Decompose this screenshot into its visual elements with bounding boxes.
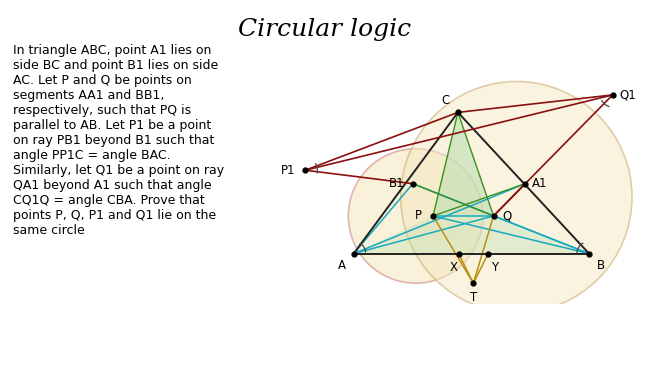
Polygon shape [354,216,589,254]
Text: C: C [442,94,450,107]
Text: B: B [597,259,605,272]
Text: Q1: Q1 [619,89,636,101]
Text: P1: P1 [281,164,295,177]
Text: T: T [470,291,477,305]
Text: Y: Y [491,261,499,273]
Text: In triangle ABC, point A1 lies on
side BC and point B1 lies on side
AC. Let P an: In triangle ABC, point A1 lies on side B… [13,44,224,237]
Text: X: X [449,261,457,273]
Circle shape [348,149,483,283]
Polygon shape [433,112,493,216]
Text: B1: B1 [389,177,404,190]
Text: A1: A1 [532,177,548,190]
Text: Q: Q [502,209,512,223]
Text: A: A [337,259,346,272]
Text: Circular logic: Circular logic [239,18,411,41]
Circle shape [401,82,632,313]
Text: P: P [415,209,422,223]
